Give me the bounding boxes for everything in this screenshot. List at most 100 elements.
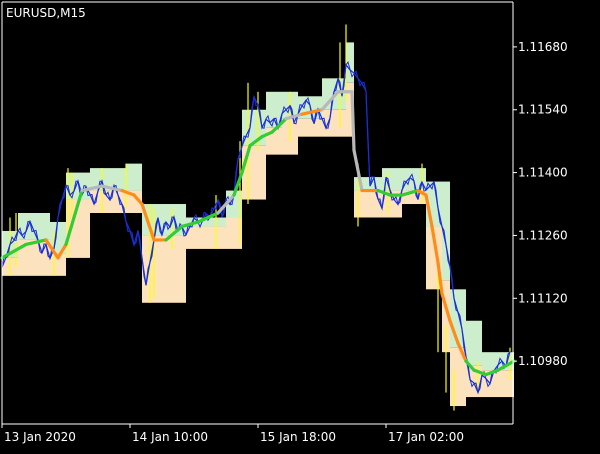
price-noise-segment xyxy=(461,329,467,357)
price-noise-segment xyxy=(181,226,187,237)
price-noise-segment xyxy=(437,208,443,227)
price-noise-segment xyxy=(409,173,415,182)
ma-segment xyxy=(352,148,364,193)
price-noise-segment xyxy=(121,203,127,223)
price-noise-segment xyxy=(297,104,303,115)
price-noise-segment xyxy=(13,230,19,242)
price-noise-segment xyxy=(357,78,363,87)
price-noise-segment xyxy=(233,159,239,196)
envelope-bands xyxy=(2,42,514,407)
lower-band-step xyxy=(382,190,402,218)
upper-band-step xyxy=(346,42,354,83)
price-noise-segment xyxy=(401,180,407,191)
ma-segment xyxy=(260,130,274,139)
price-noise-segment xyxy=(193,213,199,223)
price-noise-segment xyxy=(125,221,131,233)
price-noise-segment xyxy=(345,60,351,70)
price-noise-segment xyxy=(197,221,203,229)
ma-segment xyxy=(350,90,356,152)
price-noise-segment xyxy=(141,257,147,285)
lower-band-step xyxy=(226,217,242,249)
price-noise-segment xyxy=(257,105,263,128)
ma-segment xyxy=(300,108,324,116)
ma-segment xyxy=(0,242,28,260)
price-noise-segment xyxy=(273,117,279,128)
price-noise-segment xyxy=(73,180,79,191)
price-noise-segment xyxy=(249,96,255,128)
price-noise-segment xyxy=(385,176,391,191)
y-tick-label: 1.10980 xyxy=(518,354,568,368)
price-noise-segment xyxy=(417,181,423,200)
price-noise-segment xyxy=(253,96,259,107)
price-noise-segment xyxy=(57,199,63,218)
price-noise-segment xyxy=(29,221,35,233)
lower-band-step xyxy=(90,190,126,213)
y-tick-label: 1.11260 xyxy=(518,228,568,242)
price-noise-segment xyxy=(137,230,143,258)
price-noise-segment xyxy=(17,227,23,236)
price-noise-segment xyxy=(321,117,327,128)
ma-segment xyxy=(430,224,440,264)
x-tick-label: 17 Jan 02:00 xyxy=(388,430,464,444)
price-noise-segment xyxy=(473,382,479,393)
price-noise-segment xyxy=(425,182,431,191)
ma-segment xyxy=(472,368,488,377)
price-noise-segment xyxy=(381,177,387,209)
price-noise-segment xyxy=(433,181,439,209)
price-noise-segment xyxy=(21,230,27,240)
price-noise-segment xyxy=(505,351,511,366)
price-noise-segment xyxy=(241,135,247,146)
ma-segment xyxy=(24,238,48,247)
price-noise-segment xyxy=(237,145,243,160)
price-noise-segment xyxy=(365,91,371,187)
price-noise-segment xyxy=(89,193,95,205)
lower-band-step xyxy=(126,190,142,213)
y-tick-label: 1.11540 xyxy=(518,103,568,117)
ma-segment xyxy=(496,359,516,372)
ma-segment xyxy=(140,202,156,242)
ma-segment xyxy=(248,135,264,148)
price-noise-segment xyxy=(305,96,311,106)
price-noise-segment xyxy=(457,311,463,330)
price-noise-segment xyxy=(105,191,111,200)
ma-segment xyxy=(456,341,468,363)
ma-segment xyxy=(180,220,200,229)
price-noise-segment xyxy=(361,81,367,92)
lower-band-step xyxy=(242,145,266,200)
ma-segment xyxy=(216,193,236,215)
price-noise-segment xyxy=(9,236,15,245)
ma-segment xyxy=(436,260,444,296)
price-noise-segment xyxy=(145,262,151,285)
price-noise-segment xyxy=(45,244,51,259)
price-noise-segment xyxy=(293,114,299,125)
price-noise-segment xyxy=(445,244,451,268)
lower-band-step xyxy=(186,226,226,249)
price-noise-segment xyxy=(413,181,419,200)
price-noise-segment xyxy=(93,190,99,205)
upper-band-step xyxy=(442,181,450,281)
price-noise-segment xyxy=(37,239,43,254)
ma-segment xyxy=(196,211,220,224)
ma-segment xyxy=(240,144,252,175)
price-noise-segment xyxy=(285,105,291,114)
ma-segment xyxy=(132,193,144,206)
price-noise-segment xyxy=(213,199,219,210)
y-tick-label: 1.11400 xyxy=(518,166,568,180)
price-noise-segment xyxy=(469,378,475,388)
ma-segment xyxy=(400,188,420,197)
price-noise-segment xyxy=(353,69,359,79)
price-noise-segment xyxy=(449,266,455,299)
ma-segment xyxy=(448,319,460,345)
upper-band-step xyxy=(126,163,142,191)
ma-segment xyxy=(232,170,244,197)
price-noise-segment xyxy=(333,78,339,93)
price-noise-segment xyxy=(421,181,427,192)
price-noise-segment xyxy=(441,226,447,245)
price-noise-segment xyxy=(153,217,159,240)
price-noise-segment xyxy=(453,298,459,313)
price-noise-segment xyxy=(217,199,223,218)
price-noise-segment xyxy=(149,239,155,263)
price-noise-segment xyxy=(169,216,175,227)
